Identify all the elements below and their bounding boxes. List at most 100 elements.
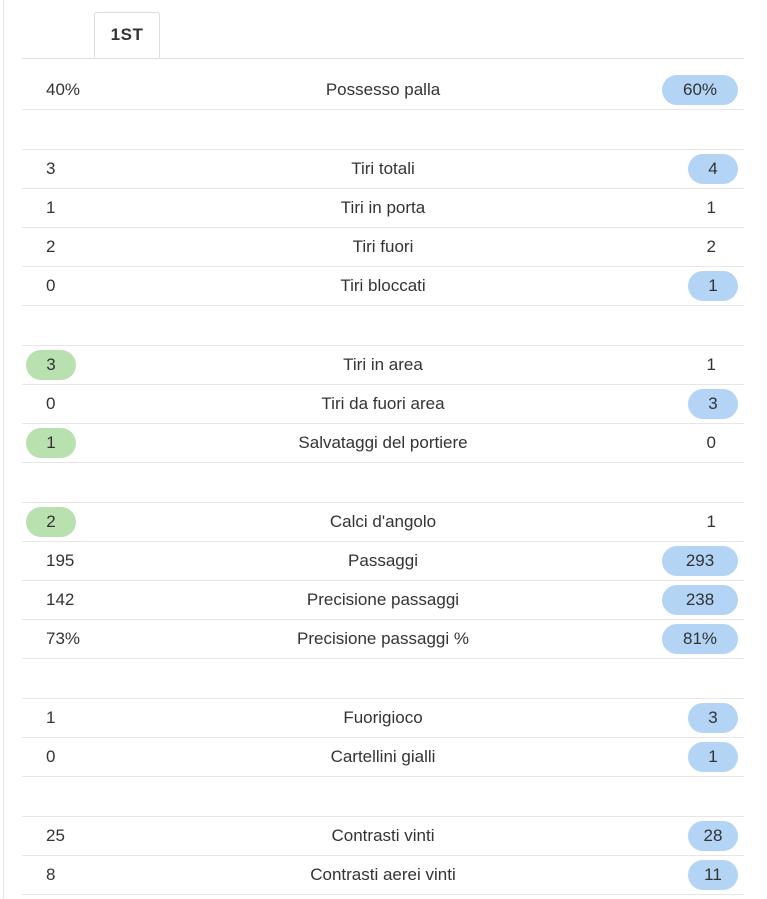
stat-row: 2 Tiri fuori 2	[22, 228, 744, 267]
away-value-badge: 293	[662, 546, 738, 576]
away-value-cell: 293	[648, 542, 738, 580]
away-value-cell: 11	[648, 856, 738, 894]
stat-row: 3 Tiri totali 4	[22, 150, 744, 189]
stat-row: 1 Salvataggi del portiere 0	[22, 424, 744, 463]
away-value-badge: 3	[688, 389, 738, 419]
away-value-badge: 81%	[662, 624, 738, 654]
stat-label: Tiri da fuori area	[321, 394, 445, 413]
stat-row: 8 Contrasti aerei vinti 11	[22, 856, 744, 895]
home-value: 3	[46, 159, 56, 178]
home-value-cell: 3	[26, 346, 106, 384]
away-value-cell: 60%	[648, 71, 738, 109]
group-spacer	[22, 777, 744, 817]
stat-label: Calci d'angolo	[329, 512, 437, 531]
away-value-badge: 238	[662, 585, 738, 615]
stat-label: Tiri in porta	[340, 198, 426, 217]
away-value-cell: 1	[648, 738, 738, 776]
group-spacer	[22, 463, 744, 503]
stat-label: Precisione passaggi	[306, 590, 460, 609]
away-value-cell: 1	[648, 267, 738, 305]
away-value-badge: 1	[688, 742, 738, 772]
home-value-cell: 0	[26, 738, 106, 776]
stat-row: 40% Possesso palla 60%	[22, 71, 744, 110]
stat-label: Contrasti vinti	[331, 826, 435, 845]
stat-row: 1 Tiri in porta 1	[22, 189, 744, 228]
away-value: 0	[706, 433, 716, 452]
stat-label: Salvataggi del portiere	[298, 433, 468, 452]
away-value: 1	[706, 355, 716, 374]
home-value-cell: 2	[26, 503, 106, 541]
away-value: 2	[706, 237, 716, 256]
home-value-badge: 1	[26, 428, 76, 458]
stat-row: 2 Calci d'angolo 1	[22, 503, 744, 542]
home-value-badge: 3	[26, 350, 76, 380]
stat-row: 195 Passaggi 293	[22, 542, 744, 581]
away-value-cell: 3	[648, 385, 738, 423]
home-value: 8	[46, 865, 56, 884]
home-value: 1	[46, 708, 56, 727]
stat-label: Tiri bloccati	[340, 276, 426, 295]
group-spacer	[22, 659, 744, 699]
stat-row: 0 Tiri bloccati 1	[22, 267, 744, 306]
home-value-cell: 0	[26, 385, 106, 423]
stat-row: 73% Precisione passaggi % 81%	[22, 620, 744, 659]
stat-row: 1 Fuorigioco 3	[22, 699, 744, 738]
away-value-cell: 81%	[648, 620, 738, 658]
home-value-cell: 142	[26, 581, 106, 619]
stat-row: 0 Cartellini gialli 1	[22, 738, 744, 777]
home-value-cell: 3	[26, 150, 106, 188]
home-value-cell: 1	[26, 424, 106, 462]
stat-label: Precisione passaggi %	[297, 629, 469, 648]
stat-row: 142 Precisione passaggi 238	[22, 581, 744, 620]
away-value: 1	[706, 198, 716, 217]
stat-label: Contrasti aerei vinti	[310, 865, 456, 884]
stat-label: Cartellini gialli	[330, 747, 436, 766]
stat-label: Fuorigioco	[343, 708, 423, 727]
tab-first-half[interactable]: 1ST	[94, 12, 160, 58]
home-value: 2	[46, 237, 56, 256]
away-value-cell: 4	[648, 150, 738, 188]
home-value-cell: 8	[26, 856, 106, 894]
home-value: 40%	[46, 80, 81, 99]
away-value-badge: 4	[688, 154, 738, 184]
home-value: 195	[46, 551, 75, 570]
away-value-cell: 28	[648, 817, 738, 855]
stat-label: Tiri totali	[351, 159, 415, 178]
away-value-cell: 1	[648, 346, 738, 384]
away-value-badge: 28	[688, 821, 738, 851]
away-value-cell: 3	[648, 699, 738, 737]
home-value-cell: 2	[26, 228, 106, 266]
away-value-badge: 3	[688, 703, 738, 733]
home-value-cell: 0	[26, 267, 106, 305]
home-value: 0	[46, 394, 56, 413]
away-value-cell: 0	[648, 424, 738, 462]
away-value-cell: 1	[648, 189, 738, 227]
home-value: 73%	[46, 629, 81, 648]
stat-row: 3 Tiri in area 1	[22, 346, 744, 385]
home-value: 0	[46, 747, 56, 766]
away-value-cell: 1	[648, 503, 738, 541]
home-value-cell: 195	[26, 542, 106, 580]
home-value-cell: 1	[26, 699, 106, 737]
stats-table: 40% Possesso palla 60% 3 Tiri totali 4 1 Tiri i…	[22, 71, 744, 895]
tab-placeholder-icon	[60, 26, 72, 40]
away-value-badge: 11	[688, 860, 738, 890]
home-value-cell: 25	[26, 817, 106, 855]
stat-label: Tiri in area	[343, 355, 423, 374]
home-value-cell: 1	[26, 189, 106, 227]
stat-label: Tiri fuori	[352, 237, 414, 256]
home-value-badge: 2	[26, 507, 76, 537]
panel-left-border	[3, 0, 4, 899]
stat-label: Passaggi	[348, 551, 418, 570]
away-value-cell: 2	[648, 228, 738, 266]
home-value: 25	[46, 826, 65, 845]
stat-row: 0 Tiri da fuori area 3	[22, 385, 744, 424]
away-value-badge: 1	[688, 271, 738, 301]
period-tabs: 1ST	[22, 12, 744, 59]
home-value: 1	[46, 198, 56, 217]
stat-label: Possesso palla	[325, 80, 441, 99]
group-spacer	[22, 110, 744, 150]
away-value-cell: 238	[648, 581, 738, 619]
home-value: 142	[46, 590, 75, 609]
away-value: 1	[706, 512, 716, 531]
